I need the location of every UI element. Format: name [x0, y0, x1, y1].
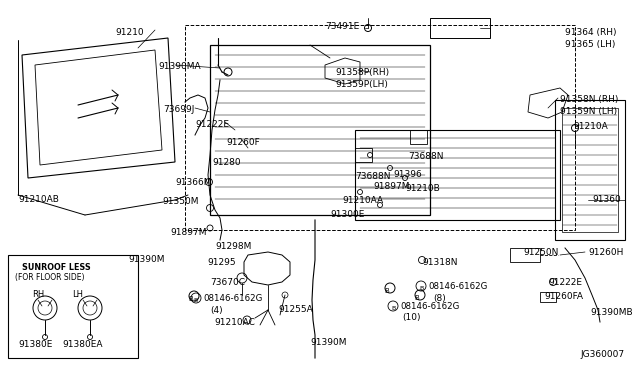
Text: 91210B: 91210B	[405, 184, 440, 193]
Text: B: B	[189, 296, 193, 302]
Text: 73699J: 73699J	[163, 105, 195, 114]
Text: 91210AC: 91210AC	[214, 318, 255, 327]
Text: 91210A: 91210A	[573, 122, 608, 131]
Text: 08146-6162G: 08146-6162G	[203, 294, 262, 303]
Text: 91897M: 91897M	[373, 182, 410, 191]
Text: 91380E: 91380E	[18, 340, 52, 349]
Text: (FOR FLOOR SIDE): (FOR FLOOR SIDE)	[15, 273, 84, 282]
Text: 91350M: 91350M	[162, 197, 198, 206]
Text: 91260FA: 91260FA	[544, 292, 583, 301]
Text: 73491E: 73491E	[325, 22, 359, 31]
Text: 73670C: 73670C	[210, 278, 245, 287]
Text: JG360007: JG360007	[580, 350, 624, 359]
Text: 91210AB: 91210AB	[18, 195, 59, 204]
Text: 73688N: 73688N	[355, 172, 390, 181]
Text: 08146-6162G: 08146-6162G	[400, 302, 460, 311]
Text: 91380EA: 91380EA	[62, 340, 102, 349]
Text: 91365 (LH): 91365 (LH)	[565, 40, 616, 49]
Text: 91260H: 91260H	[588, 248, 623, 257]
Text: 91210AA: 91210AA	[342, 196, 383, 205]
Text: 91364 (RH): 91364 (RH)	[565, 28, 616, 37]
Text: 91210: 91210	[115, 28, 143, 37]
Text: 91222E: 91222E	[195, 120, 229, 129]
Text: 91358P(RH): 91358P(RH)	[335, 68, 389, 77]
Text: 08146-6162G: 08146-6162G	[428, 282, 488, 291]
Text: B: B	[385, 288, 389, 294]
Text: 91390MA: 91390MA	[158, 62, 200, 71]
Text: 91300E: 91300E	[330, 210, 364, 219]
Text: 91359P(LH): 91359P(LH)	[335, 80, 388, 89]
Text: (8): (8)	[433, 294, 445, 303]
Text: 91360: 91360	[592, 195, 621, 204]
Text: 91359N (LH): 91359N (LH)	[560, 107, 617, 116]
Text: B: B	[415, 295, 419, 301]
Text: 91366M: 91366M	[175, 178, 211, 187]
Text: 73688N: 73688N	[408, 152, 444, 161]
Text: 91390M: 91390M	[310, 338, 346, 347]
Text: 91390MB: 91390MB	[590, 308, 632, 317]
Text: 91396: 91396	[393, 170, 422, 179]
Text: 91897M: 91897M	[170, 228, 207, 237]
Text: (4): (4)	[210, 306, 223, 315]
Text: B: B	[194, 298, 198, 304]
Text: B: B	[419, 286, 423, 292]
Text: SUNROOF LESS: SUNROOF LESS	[22, 263, 91, 272]
Text: (10): (10)	[402, 313, 420, 322]
Text: 91318N: 91318N	[422, 258, 458, 267]
Text: 91295: 91295	[207, 258, 236, 267]
Text: 91390M: 91390M	[128, 255, 164, 264]
Text: B: B	[391, 307, 395, 311]
Text: 91255A: 91255A	[278, 305, 313, 314]
Text: 91260F: 91260F	[226, 138, 260, 147]
Text: RH: RH	[32, 290, 44, 299]
Text: 91250N: 91250N	[523, 248, 558, 257]
Text: 91280: 91280	[212, 158, 241, 167]
Text: 91222E: 91222E	[548, 278, 582, 287]
Text: LH: LH	[72, 290, 83, 299]
Text: 91298M: 91298M	[215, 242, 252, 251]
Text: 91358N (RH): 91358N (RH)	[560, 95, 618, 104]
